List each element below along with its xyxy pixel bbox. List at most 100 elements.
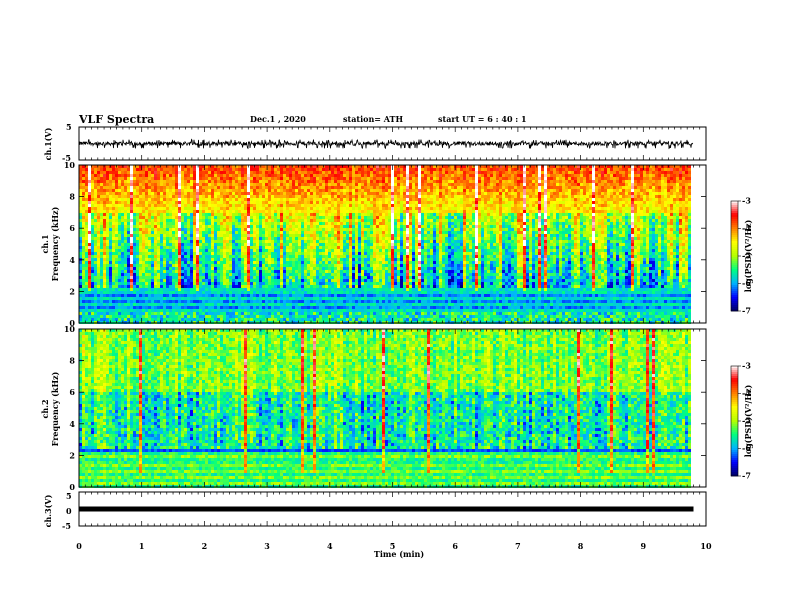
colorbar-segment xyxy=(731,279,738,282)
colorbar-segment xyxy=(731,213,738,216)
y-tick-label: 0 xyxy=(69,482,75,492)
ch1-y-tick-top: 5 xyxy=(66,122,72,132)
colorbar-segment xyxy=(731,271,738,274)
colorbar-segment xyxy=(731,440,738,443)
ch1-waveform-panel: 5 -5 ch.1(V) xyxy=(43,122,707,163)
colorbar-segment xyxy=(731,470,738,473)
colorbar-tick-label: -7 xyxy=(742,306,751,316)
colorbar-segment xyxy=(731,472,738,475)
colorbar-segment xyxy=(731,259,738,262)
colorbar-segment xyxy=(731,217,738,220)
colorbar-segment xyxy=(731,245,738,248)
ch1-colorbar: -3 -4 -5 -6 -7 xyxy=(730,196,751,316)
ch3-y-tick-top: 5 xyxy=(66,491,72,501)
colorbar-segment xyxy=(731,474,738,477)
colorbar-segment xyxy=(731,285,738,288)
x-tick-label: 7 xyxy=(515,541,521,551)
colorbar-segment xyxy=(731,420,738,423)
colorbar-segment xyxy=(731,301,738,304)
colorbar-segment xyxy=(731,370,738,373)
y-tick-label: 8 xyxy=(69,192,75,202)
colorbar-segment xyxy=(731,289,738,292)
colorbar-segment xyxy=(731,209,738,212)
colorbar-segment xyxy=(731,303,738,306)
x-tick-label: 6 xyxy=(452,541,458,551)
y-tick-label: 6 xyxy=(69,223,75,233)
y-tick-label: 10 xyxy=(64,324,76,334)
colorbar-tick-label: -5 xyxy=(742,416,751,426)
colorbar-segment xyxy=(731,223,738,226)
colorbar-segment xyxy=(731,225,738,228)
colorbar-segment xyxy=(731,239,738,242)
colorbar-tick-label: -6 xyxy=(742,278,751,288)
colorbar-segment xyxy=(731,458,738,461)
start-time-label: start UT = 6 : 40 : 1 xyxy=(438,114,527,124)
colorbar-segment xyxy=(731,446,738,449)
y-tick-label: 2 xyxy=(69,286,75,296)
y-tick-label: 6 xyxy=(69,387,75,397)
colorbar-segment xyxy=(731,418,738,421)
colorbar-segment xyxy=(731,396,738,399)
station-label: station= ATH xyxy=(343,114,403,124)
x-tick-label: 5 xyxy=(390,541,396,551)
colorbar-segment xyxy=(731,251,738,254)
ch1-colorbar-label: log(PSD)(V²/Hz) xyxy=(743,220,753,293)
ch1-spectrogram-cells xyxy=(79,165,691,324)
colorbar-segment xyxy=(731,297,738,300)
ch3-x-ticks xyxy=(78,492,707,526)
x-tick-label: 4 xyxy=(327,541,333,551)
colorbar-segment xyxy=(731,247,738,250)
colorbar-segment xyxy=(731,464,738,467)
colorbar-segment xyxy=(731,432,738,435)
colorbar-segment xyxy=(731,386,738,389)
colorbar-segment xyxy=(731,291,738,294)
colorbar-segment xyxy=(731,398,738,401)
colorbar-segment xyxy=(731,442,738,445)
ch2-channel-label: ch.2 xyxy=(40,399,50,418)
colorbar-segment xyxy=(731,414,738,417)
colorbar-segment xyxy=(731,416,738,419)
colorbar-segment xyxy=(731,273,738,276)
ch2-colorbar-label: log(PSD)(V²/Hz) xyxy=(743,385,753,458)
colorbar-segment xyxy=(731,267,738,270)
colorbar-segment xyxy=(731,466,738,469)
colorbar-segment xyxy=(731,450,738,453)
x-tick-label: 9 xyxy=(641,541,647,551)
colorbar-segment xyxy=(731,408,738,411)
colorbar-tick-label: -4 xyxy=(742,388,751,398)
colorbar-segment xyxy=(731,390,738,393)
colorbar-segment xyxy=(731,422,738,425)
colorbar-segment xyxy=(731,261,738,264)
x-tick-label: 8 xyxy=(578,541,584,551)
colorbar-segment xyxy=(731,454,738,457)
x-tick-label: 1 xyxy=(139,541,145,551)
ch1-frequency-label: Frequency (kHz) xyxy=(50,206,60,281)
colorbar-segment xyxy=(731,203,738,206)
colorbar-segment xyxy=(731,430,738,433)
colorbar-segment xyxy=(731,207,738,210)
colorbar-segment xyxy=(731,211,738,214)
colorbar-segment xyxy=(731,205,738,208)
colorbar-segment xyxy=(731,287,738,290)
colorbar-segment xyxy=(731,452,738,455)
colorbar-segment xyxy=(731,281,738,284)
x-tick-label: 0 xyxy=(76,541,82,551)
y-tick-label: 4 xyxy=(69,419,75,429)
colorbar-segment xyxy=(731,201,738,204)
colorbar-segment xyxy=(731,434,738,437)
colorbar-segment xyxy=(731,283,738,286)
ch2-colorbar: -3 -4 -5 -6 -7 xyxy=(730,361,751,481)
y-tick-label: 2 xyxy=(69,450,75,460)
colorbar-segment xyxy=(731,392,738,395)
colorbar-segment xyxy=(731,295,738,298)
colorbar-segment xyxy=(731,400,738,403)
ch3-y-tick-bottom: -5 xyxy=(62,521,71,531)
colorbar-segment xyxy=(731,241,738,244)
colorbar-tick-label: -5 xyxy=(742,251,751,261)
colorbar-segment xyxy=(731,404,738,407)
ch1-y-tick-bottom: -5 xyxy=(62,153,71,163)
ch3-y-tick-mid: 0 xyxy=(66,506,72,516)
colorbar-segment xyxy=(731,412,738,415)
